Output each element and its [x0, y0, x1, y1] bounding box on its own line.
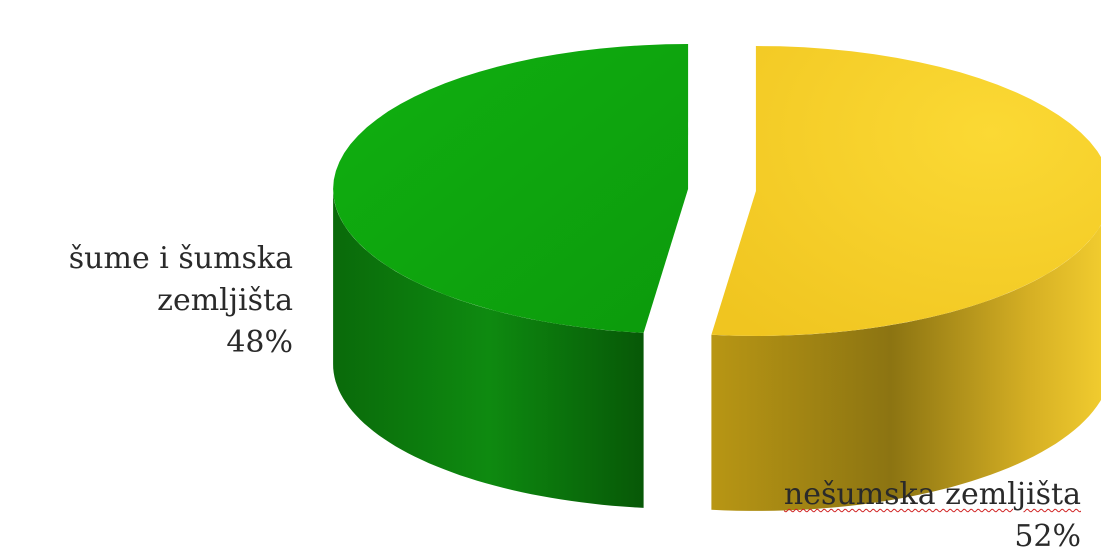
slice-percent-forest: 48% [69, 322, 293, 364]
slice-label-nonforest: nešumska zemljišta 52% [784, 474, 1081, 558]
slice-label-forest: šume i šumska zemljišta 48% [69, 238, 293, 364]
slice-label-forest-line1: šume i šumska [69, 238, 293, 280]
slice-label-nonforest-line1: nešumska zemljišta [784, 474, 1081, 516]
pie-slice-nonforest [711, 46, 1101, 511]
slice-percent-nonforest: 52% [784, 516, 1081, 558]
slice-label-forest-line2: zemljišta [69, 280, 293, 322]
pie-slice-forest [333, 44, 688, 508]
